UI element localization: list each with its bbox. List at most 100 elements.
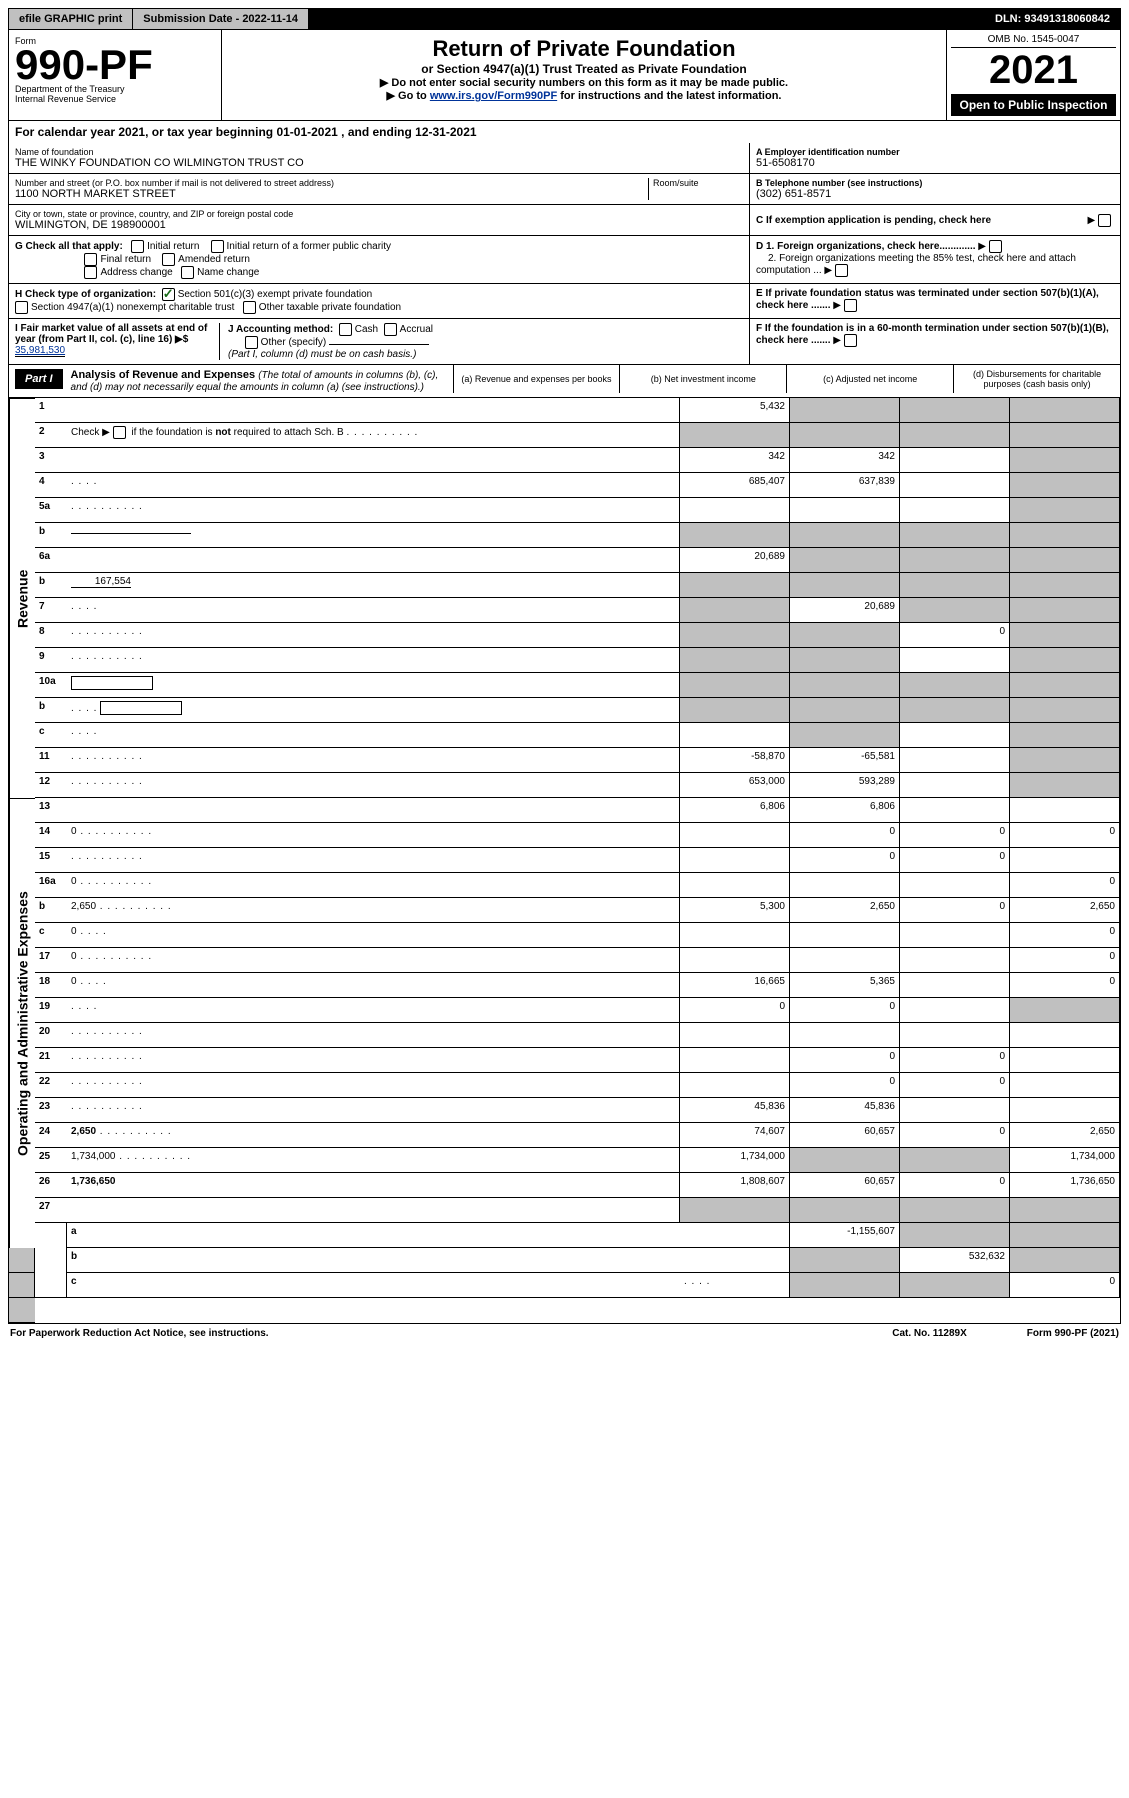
line-1-desc bbox=[67, 398, 680, 423]
line-21-b: 0 bbox=[790, 1048, 900, 1073]
line-15-num: 15 bbox=[35, 848, 67, 873]
irs-link[interactable]: www.irs.gov/Form990PF bbox=[430, 90, 557, 102]
h-501c3-checkbox[interactable] bbox=[162, 288, 175, 301]
line-16a-num: 16a bbox=[35, 873, 67, 898]
line-4-desc bbox=[67, 473, 680, 498]
line-16b-b: 2,650 bbox=[790, 898, 900, 923]
line-24-num: 24 bbox=[35, 1123, 67, 1148]
line-17-d: 0 bbox=[1010, 948, 1120, 973]
line-19-desc bbox=[67, 998, 680, 1023]
h-other-checkbox[interactable] bbox=[243, 301, 256, 314]
line-12-num: 12 bbox=[35, 773, 67, 798]
e-checkbox[interactable] bbox=[844, 299, 857, 312]
line-16a-desc: 0 bbox=[67, 873, 680, 898]
line-24-b: 60,657 bbox=[790, 1123, 900, 1148]
omb-number: OMB No. 1545-0047 bbox=[951, 34, 1116, 48]
d1-checkbox[interactable] bbox=[989, 240, 1002, 253]
line-22-num: 22 bbox=[35, 1073, 67, 1098]
line-21-num: 21 bbox=[35, 1048, 67, 1073]
f-check: F If the foundation is in a 60-month ter… bbox=[750, 319, 1120, 365]
line-4-a: 685,407 bbox=[680, 473, 790, 498]
line-26-desc: 1,736,650 bbox=[67, 1173, 680, 1198]
part-1-desc: Analysis of Revenue and Expenses (The to… bbox=[69, 365, 453, 397]
line-5a-num: 5a bbox=[35, 498, 67, 523]
final-return-checkbox[interactable] bbox=[84, 253, 97, 266]
line-16c-desc: 0 bbox=[67, 923, 680, 948]
line-21-desc bbox=[67, 1048, 680, 1073]
col-d-header: (d) Disbursements for charitable purpose… bbox=[954, 365, 1120, 393]
line-8-c: 0 bbox=[900, 623, 1010, 648]
line-13-a: 6,806 bbox=[680, 798, 790, 823]
line-3-a: 342 bbox=[680, 448, 790, 473]
name-change-checkbox[interactable] bbox=[181, 266, 194, 279]
check-section: G Check all that apply: Initial return I… bbox=[8, 236, 1121, 365]
amended-return-checkbox[interactable] bbox=[162, 253, 175, 266]
initial-former-checkbox[interactable] bbox=[211, 240, 224, 253]
line-26-a: 1,808,607 bbox=[680, 1173, 790, 1198]
line-15-b: 0 bbox=[790, 848, 900, 873]
line-25-num: 25 bbox=[35, 1148, 67, 1173]
line-26-b: 60,657 bbox=[790, 1173, 900, 1198]
header-center: Return of Private Foundation or Section … bbox=[222, 30, 946, 120]
line-25-d: 1,734,000 bbox=[1010, 1148, 1120, 1173]
efile-print-button[interactable]: efile GRAPHIC print bbox=[9, 9, 133, 29]
f-checkbox[interactable] bbox=[844, 334, 857, 347]
j-accrual-checkbox[interactable] bbox=[384, 323, 397, 336]
line-6a-a: 20,689 bbox=[680, 548, 790, 573]
address-change-checkbox[interactable] bbox=[84, 266, 97, 279]
line-14-c: 0 bbox=[900, 823, 1010, 848]
form-note-2: ▶ Go to www.irs.gov/Form990PF for instru… bbox=[228, 89, 940, 102]
line-11-num: 11 bbox=[35, 748, 67, 773]
initial-return-checkbox[interactable] bbox=[131, 240, 144, 253]
schb-checkbox[interactable] bbox=[113, 426, 126, 439]
line-15-desc bbox=[67, 848, 680, 873]
line-24-a: 74,607 bbox=[680, 1123, 790, 1148]
line-26-d: 1,736,650 bbox=[1010, 1173, 1120, 1198]
line-9-num: 9 bbox=[35, 648, 67, 673]
line-23-desc bbox=[67, 1098, 680, 1123]
line-12-a: 653,000 bbox=[680, 773, 790, 798]
h-4947-checkbox[interactable] bbox=[15, 301, 28, 314]
dln-number: DLN: 93491318060842 bbox=[985, 9, 1120, 29]
line-27c-desc bbox=[680, 1273, 790, 1298]
part-1-label: Part I bbox=[15, 369, 63, 389]
line-6a-desc bbox=[67, 548, 680, 573]
j-cash-checkbox[interactable] bbox=[339, 323, 352, 336]
line-3-b: 342 bbox=[790, 448, 900, 473]
phone-cell: B Telephone number (see instructions) (3… bbox=[750, 174, 1120, 205]
line-16b-c: 0 bbox=[900, 898, 1010, 923]
line-12-desc bbox=[67, 773, 680, 798]
line-10b-desc bbox=[67, 698, 680, 723]
line-4-num: 4 bbox=[35, 473, 67, 498]
line-23-num: 23 bbox=[35, 1098, 67, 1123]
line-16b-desc: 2,650 bbox=[67, 898, 680, 923]
part-1-header: Part I Analysis of Revenue and Expenses … bbox=[8, 365, 1121, 398]
line-26-num: 26 bbox=[35, 1173, 67, 1198]
line-1-a: 5,432 bbox=[680, 398, 790, 423]
j-other-checkbox[interactable] bbox=[245, 336, 258, 349]
line-27b-desc bbox=[680, 1248, 790, 1273]
line-27a-desc bbox=[680, 1223, 790, 1248]
line-20-num: 20 bbox=[35, 1023, 67, 1048]
line-20-desc bbox=[67, 1023, 680, 1048]
foundation-name-cell: Name of foundation THE WINKY FOUNDATION … bbox=[9, 143, 750, 174]
city-cell: City or town, state or province, country… bbox=[9, 205, 750, 235]
header-left: Form 990-PF Department of the Treasury I… bbox=[9, 30, 222, 120]
address-cell: Number and street (or P.O. box number if… bbox=[9, 174, 750, 205]
line-16b-a: 5,300 bbox=[680, 898, 790, 923]
line-18-b: 5,365 bbox=[790, 973, 900, 998]
c-pending-checkbox[interactable] bbox=[1098, 214, 1111, 227]
line-10a-desc bbox=[67, 673, 680, 698]
fmv-link[interactable]: 35,981,530 bbox=[15, 345, 65, 357]
d2-checkbox[interactable] bbox=[835, 264, 848, 277]
line-14-d: 0 bbox=[1010, 823, 1120, 848]
line-10a-num: 10a bbox=[35, 673, 67, 698]
line-18-num: 18 bbox=[35, 973, 67, 998]
line-27a-a: -1,155,607 bbox=[790, 1223, 900, 1248]
line-22-b: 0 bbox=[790, 1073, 900, 1098]
line-13-b: 6,806 bbox=[790, 798, 900, 823]
line-15-c: 0 bbox=[900, 848, 1010, 873]
line-5b-desc bbox=[67, 523, 680, 548]
line-23-a: 45,836 bbox=[680, 1098, 790, 1123]
line-1-d bbox=[1010, 398, 1120, 423]
